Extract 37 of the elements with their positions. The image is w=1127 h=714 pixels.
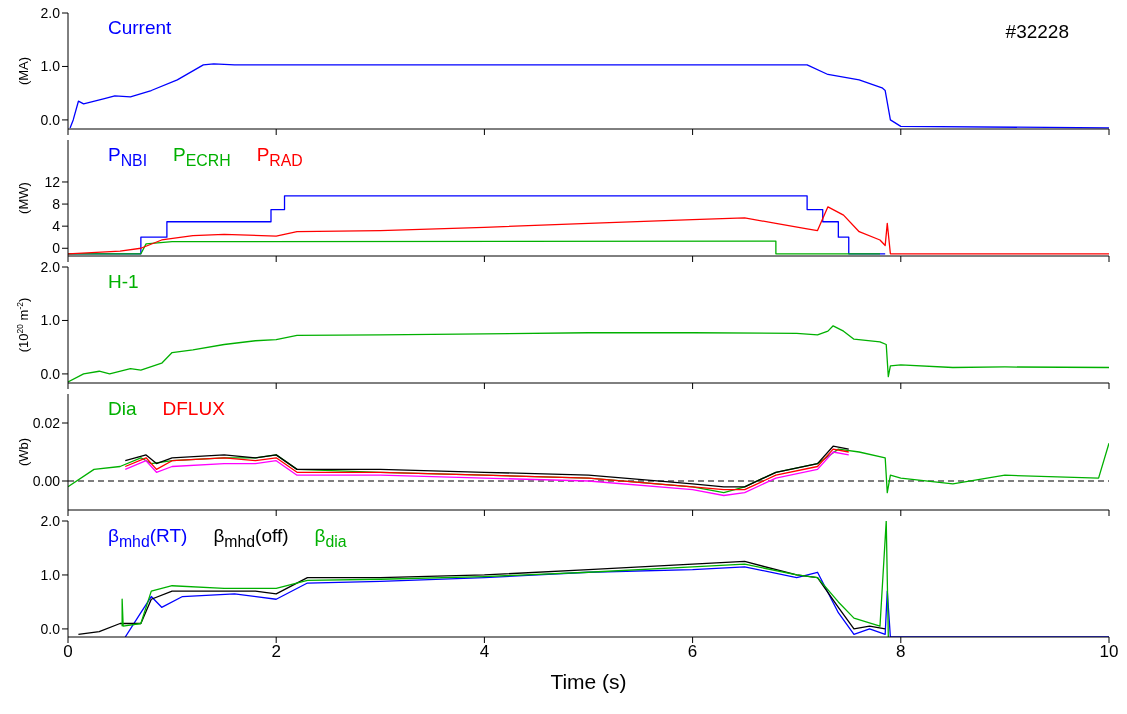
y-tick-label: 0 bbox=[52, 240, 61, 257]
y-axis-title: (MW) bbox=[16, 182, 31, 214]
y-tick-label: 2.0 bbox=[40, 4, 61, 21]
text: P$_{RAD}$ bbox=[256, 144, 303, 170]
series-label: β$_{mhd}$(off) bbox=[213, 525, 289, 551]
y-tick-label: 12 bbox=[44, 173, 61, 190]
x-tick-label: 2 bbox=[271, 642, 281, 662]
x-tick-label: 6 bbox=[687, 642, 698, 662]
x-tick-label: 8 bbox=[896, 642, 906, 662]
y-tick-label: 1.0 bbox=[40, 312, 61, 329]
line-series bbox=[124, 451, 850, 497]
series-label: β$_{dia}$ bbox=[314, 525, 347, 551]
y-tick-label: 4 bbox=[52, 218, 61, 235]
y-tick-label: 0.0 bbox=[40, 111, 61, 128]
text: P$_{NBI}$ bbox=[108, 144, 148, 170]
y-tick-label: 2.0 bbox=[40, 512, 61, 529]
y-axis-title: (MA) bbox=[16, 56, 31, 86]
y-tick-label: 0.02 bbox=[32, 414, 61, 431]
y-tick-label: 8 bbox=[52, 196, 61, 213]
y-axis-title: (Wb) bbox=[16, 437, 31, 467]
text: Current bbox=[108, 17, 172, 39]
x-tick-label: 4 bbox=[479, 642, 490, 662]
text: DFLUX bbox=[162, 398, 225, 420]
text: β$_{mhd}$(RT) bbox=[108, 525, 188, 551]
y-tick-label: 1.0 bbox=[40, 58, 61, 75]
y-tick-label: 0.0 bbox=[40, 365, 61, 382]
text: Dia bbox=[108, 398, 137, 420]
x-axis-title: Time (s) bbox=[550, 670, 627, 693]
y-tick-label: 0.00 bbox=[32, 472, 61, 489]
y-tick-label: 0.0 bbox=[40, 620, 61, 637]
text: P$_{ECRH}$ bbox=[173, 144, 231, 170]
text: H-1 bbox=[108, 271, 139, 293]
y-tick-label: 2.0 bbox=[40, 258, 61, 275]
y-tick-label: 1.0 bbox=[40, 566, 61, 583]
line-series bbox=[121, 521, 889, 637]
x-tick-label: 10 bbox=[1099, 642, 1119, 662]
annotation: #32228 bbox=[1005, 21, 1069, 43]
